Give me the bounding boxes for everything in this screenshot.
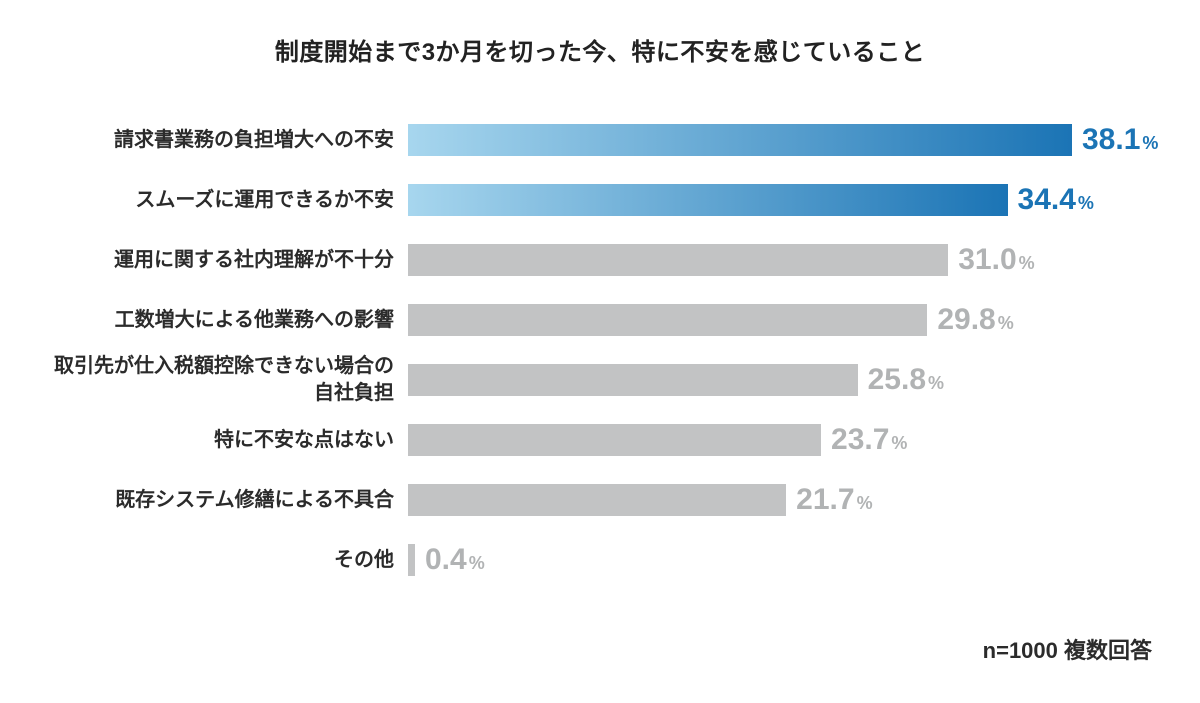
row-value-number: 23.7 <box>831 423 889 457</box>
row-track: 34.4% <box>408 170 1200 230</box>
row-value-percent: % <box>469 553 485 574</box>
row-bar <box>408 544 415 576</box>
row-track: 21.7% <box>408 470 1200 530</box>
chart-footnote: n=1000 複数回答 <box>983 633 1152 665</box>
chart-frame: 制度開始まで3か月を切った今、特に不安を感じていること 請求書業務の負担増大への… <box>0 0 1200 703</box>
row-track: 38.1% <box>408 110 1200 170</box>
row-value-percent: % <box>928 373 944 394</box>
row-value: 34.4% <box>1018 183 1094 217</box>
chart-row: その他 0.4% <box>0 530 1200 590</box>
row-value-number: 34.4 <box>1018 183 1076 217</box>
row-label: 既存システム修繕による不具合 <box>0 487 408 514</box>
row-track: 29.8% <box>408 290 1200 350</box>
row-label: 工数増大による他業務への影響 <box>0 307 408 334</box>
row-value-number: 25.8 <box>868 363 926 397</box>
row-label: 運用に関する社内理解が不十分 <box>0 247 408 274</box>
row-value-number: 31.0 <box>958 243 1016 277</box>
row-value-percent: % <box>998 313 1014 334</box>
row-label: スムーズに運用できるか不安 <box>0 187 408 214</box>
chart-row: 取引先が仕入税額控除できない場合の自社負担 25.8% <box>0 350 1200 410</box>
chart-row: 請求書業務の負担増大への不安 38.1% <box>0 110 1200 170</box>
row-label: 取引先が仕入税額控除できない場合の自社負担 <box>0 353 408 407</box>
row-value-number: 38.1 <box>1082 123 1140 157</box>
row-value-percent: % <box>1142 133 1158 154</box>
row-track: 25.8% <box>408 350 1200 410</box>
chart-row: スムーズに運用できるか不安 34.4% <box>0 170 1200 230</box>
row-bar <box>408 424 821 456</box>
row-value-percent: % <box>891 433 907 454</box>
row-value-percent: % <box>1019 253 1035 274</box>
row-bar <box>408 244 948 276</box>
chart-row: 既存システム修繕による不具合 21.7% <box>0 470 1200 530</box>
chart-title: 制度開始まで3か月を切った今、特に不安を感じていること <box>0 32 1200 67</box>
chart-row: 運用に関する社内理解が不十分 31.0% <box>0 230 1200 290</box>
row-value-number: 0.4 <box>425 543 467 577</box>
row-label: その他 <box>0 547 408 574</box>
row-value: 23.7% <box>831 423 907 457</box>
row-value-number: 21.7 <box>796 483 854 517</box>
row-bar <box>408 124 1072 156</box>
row-track: 23.7% <box>408 410 1200 470</box>
row-value: 25.8% <box>868 363 944 397</box>
row-value-percent: % <box>1078 193 1094 214</box>
row-label: 請求書業務の負担増大への不安 <box>0 127 408 154</box>
row-value-number: 29.8 <box>937 303 995 337</box>
row-value: 21.7% <box>796 483 872 517</box>
row-value-percent: % <box>857 493 873 514</box>
row-value: 38.1% <box>1082 123 1158 157</box>
chart-row: 特に不安な点はない 23.7% <box>0 410 1200 470</box>
row-bar <box>408 364 858 396</box>
row-bar <box>408 304 927 336</box>
row-value: 0.4% <box>425 543 485 577</box>
row-bar <box>408 184 1008 216</box>
row-value: 31.0% <box>958 243 1034 277</box>
chart-row: 工数増大による他業務への影響 29.8% <box>0 290 1200 350</box>
chart-plot-area: 請求書業務の負担増大への不安38.1%スムーズに運用できるか不安34.4%運用に… <box>0 110 1200 633</box>
row-track: 0.4% <box>408 530 1200 590</box>
row-bar <box>408 484 786 516</box>
row-value: 29.8% <box>937 303 1013 337</box>
row-label: 特に不安な点はない <box>0 427 408 454</box>
row-track: 31.0% <box>408 230 1200 290</box>
